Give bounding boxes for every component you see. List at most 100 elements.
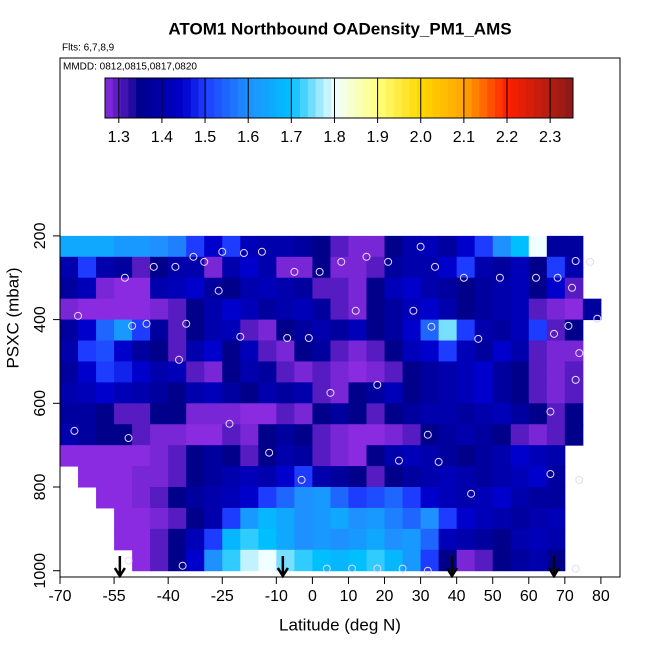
- heat-cell: [204, 403, 223, 425]
- heat-cell: [384, 528, 404, 551]
- heat-cell: [510, 549, 530, 572]
- heat-cell: [150, 507, 169, 530]
- heat-cell: [312, 424, 331, 446]
- heat-cell: [348, 507, 368, 530]
- heat-cell: [474, 382, 494, 404]
- heat-cell: [510, 382, 530, 404]
- heat-cell: [168, 382, 187, 404]
- heat-cell: [438, 382, 458, 404]
- colorbar-segment: [198, 78, 207, 118]
- colorbar-segment: [432, 78, 441, 118]
- heat-cell: [456, 277, 476, 300]
- heat-cell: [474, 466, 494, 488]
- heat-cell: [420, 340, 440, 362]
- heat-cell: [492, 424, 512, 446]
- x-tick-label: 50: [484, 588, 502, 605]
- heat-cell: [546, 340, 566, 362]
- heat-cell: [402, 382, 422, 404]
- heat-cell: [546, 487, 566, 509]
- heat-cell: [420, 466, 440, 488]
- sample-point: [290, 267, 299, 276]
- sample-point: [149, 262, 158, 271]
- heat-cell: [510, 466, 530, 488]
- heat-cell: [150, 256, 169, 279]
- heat-cell: [492, 528, 512, 551]
- sample-point: [474, 334, 483, 343]
- heat-cell: [294, 256, 313, 279]
- heat-cell: [366, 403, 386, 425]
- heat-cell: [492, 549, 512, 572]
- heat-cell: [510, 277, 530, 300]
- heat-cell: [330, 487, 349, 509]
- heat-cell: [348, 528, 368, 551]
- heat-cell: [402, 403, 422, 425]
- sample-point: [239, 249, 248, 258]
- heat-cell: [330, 528, 349, 551]
- heat-cell: [276, 466, 295, 488]
- heat-cell: [438, 340, 458, 362]
- heat-cell: [150, 424, 169, 446]
- colorbar-segment: [292, 78, 301, 118]
- heat-cell: [438, 528, 458, 551]
- sample-point: [423, 430, 432, 439]
- heat-cell: [420, 277, 440, 300]
- heat-cell: [438, 424, 458, 446]
- heat-cell: [114, 466, 133, 488]
- heat-cell: [366, 298, 386, 321]
- heat-cell: [510, 528, 530, 551]
- colorbar-tick-label: 1.4: [151, 129, 173, 146]
- heat-cell: [366, 445, 386, 467]
- heat-cell: [384, 382, 404, 404]
- x-tick-label: 80: [592, 588, 610, 605]
- sample-point: [297, 475, 306, 484]
- heat-cell: [78, 466, 97, 488]
- heat-cell: [132, 256, 151, 279]
- colorbar-segment: [167, 78, 176, 118]
- heat-cell: [492, 445, 512, 467]
- heat-cell: [366, 507, 386, 530]
- heat-cell: [474, 424, 494, 446]
- heat-cell: [564, 382, 584, 404]
- flight-arrow: [445, 556, 459, 579]
- sample-point: [362, 252, 371, 261]
- heat-cell: [456, 256, 476, 279]
- heat-cell: [366, 256, 386, 279]
- heat-cell: [186, 466, 205, 488]
- heat-cell: [438, 466, 458, 488]
- heat-cell: [312, 361, 331, 383]
- heat-cell: [420, 403, 440, 425]
- heat-cell: [330, 445, 349, 467]
- heat-cell: [186, 361, 205, 383]
- heat-cell: [312, 298, 331, 321]
- heat-cell: [312, 445, 331, 467]
- heat-cell: [60, 340, 79, 362]
- colorbar-segment: [222, 78, 231, 118]
- colorbar-tick-label: 2.2: [496, 129, 518, 146]
- heat-cell: [348, 382, 368, 404]
- sample-point: [200, 257, 209, 266]
- heat-cell: [222, 298, 241, 321]
- heat-cell: [222, 319, 241, 342]
- heat-cell: [294, 340, 313, 362]
- heat-cell: [474, 528, 494, 551]
- heat-cell: [348, 487, 368, 509]
- x-tick-label: -25: [211, 588, 234, 605]
- sample-point: [74, 311, 83, 320]
- heat-cell: [186, 507, 205, 530]
- heat-cell: [204, 528, 223, 551]
- heat-cell: [96, 487, 115, 509]
- heat-cell: [222, 528, 241, 551]
- sample-point: [546, 407, 555, 416]
- heat-cell: [78, 319, 97, 342]
- heat-cell: [528, 403, 548, 425]
- heat-cell: [528, 277, 548, 300]
- sample-point: [571, 375, 580, 384]
- heat-cell: [438, 403, 458, 425]
- heat-cell: [384, 549, 404, 572]
- heat-cell: [186, 277, 205, 300]
- heat-cell: [96, 319, 115, 342]
- heat-cell: [510, 487, 530, 509]
- flight-arrow: [113, 556, 126, 579]
- y-axis-label: PSXC (mbar): [3, 267, 22, 368]
- heat-cell: [564, 319, 584, 342]
